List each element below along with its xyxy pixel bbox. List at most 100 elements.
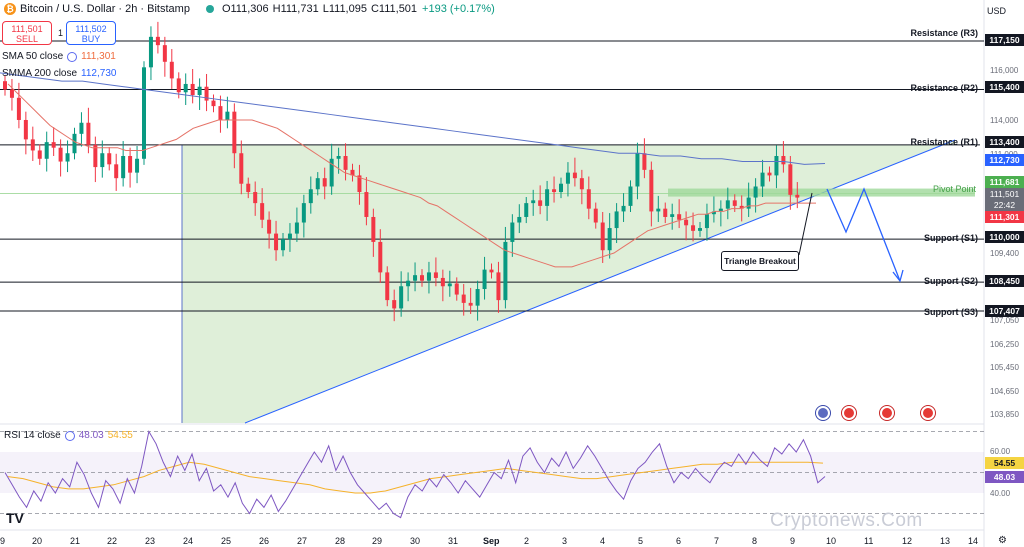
s3-label: Support (S3): [924, 307, 978, 317]
candle-body: [531, 200, 536, 204]
candle-body: [246, 183, 251, 193]
rsi-label: RSI 14 close: [4, 430, 61, 441]
candle-body: [121, 156, 126, 179]
x-tick: 30: [410, 536, 421, 546]
buy-button[interactable]: 111,502 BUY: [66, 21, 116, 45]
candle-body: [496, 272, 501, 301]
candle-body: [552, 189, 557, 193]
x-tick: 8: [752, 536, 758, 546]
rsi-tick: 40.00: [990, 489, 1011, 498]
candle-body: [114, 164, 119, 179]
sma-value: 111,301: [81, 51, 116, 62]
candle-body: [44, 142, 49, 159]
ohlc-high: H111,731: [272, 3, 319, 15]
candle-body: [93, 144, 98, 168]
sma-label: SMA 50 close: [2, 51, 64, 62]
candle-body: [698, 228, 702, 231]
x-tick: Sep: [483, 536, 500, 546]
indicator-settings-icon[interactable]: [67, 51, 78, 62]
candle-body: [385, 272, 390, 301]
bar-countdown: 22:42: [985, 199, 1024, 211]
price-change: +193 (+0.17%): [422, 3, 495, 15]
candle-body: [767, 172, 772, 176]
x-tick: 13: [940, 536, 951, 546]
us-flag-icon[interactable]: [880, 406, 894, 420]
r1-price-tag: 113,400: [985, 136, 1024, 148]
x-tick: 4: [600, 536, 606, 546]
rsi-tag: 48.03: [985, 471, 1024, 483]
rsi-settings-icon[interactable]: [64, 430, 75, 441]
callout-pointer: [798, 192, 813, 256]
candle-body: [30, 139, 35, 151]
price-tick: 109,400: [990, 249, 1019, 258]
spread-value: 1: [58, 28, 64, 38]
candle-body: [176, 78, 181, 93]
x-tick: 21: [70, 536, 81, 546]
rsi-legend[interactable]: RSI 14 close 48.03 54.55: [4, 430, 133, 441]
candle-body: [65, 153, 70, 162]
x-tick: 6: [676, 536, 682, 546]
candle-body: [454, 283, 459, 295]
candle-body: [315, 178, 320, 190]
candle-body: [614, 211, 619, 229]
candle-body: [406, 280, 411, 287]
candle-body: [426, 272, 431, 281]
rsi-ma-value: 54.55: [107, 430, 133, 441]
candle-body: [579, 178, 584, 190]
candle-body: [162, 45, 167, 62]
candle-body: [72, 133, 77, 154]
ohlc-open: O111,306: [221, 3, 269, 15]
sma-legend[interactable]: SMA 50 close 111,301: [2, 51, 116, 62]
candle-body: [739, 205, 744, 209]
rsi-value: 48.03: [78, 430, 104, 441]
symbol-title[interactable]: Bitcoin / U.S. Dollar · 2h · Bitstamp: [20, 3, 190, 15]
x-tick: 26: [259, 536, 270, 546]
triangle-breakout-callout[interactable]: Triangle Breakout: [721, 251, 799, 271]
candle-body: [586, 189, 591, 209]
smma-label: SMMA 200 close: [2, 68, 78, 79]
smma-legend[interactable]: SMMA 200 close 112,730: [2, 68, 116, 79]
x-tick: 22: [107, 536, 118, 546]
symbol-header: ₿ Bitcoin / U.S. Dollar · 2h · Bitstamp …: [0, 0, 980, 18]
candle-body: [440, 277, 445, 287]
candle-body: [294, 222, 299, 234]
candle-body: [79, 122, 84, 134]
candle-body: [572, 172, 577, 179]
candle-body: [475, 289, 480, 306]
candle-body: [218, 106, 223, 120]
price-tick: 104,650: [990, 387, 1019, 396]
s1-label: Support (S1): [924, 233, 978, 243]
candle-body: [301, 203, 306, 223]
candle-body: [281, 239, 285, 251]
candle-body: [253, 192, 258, 204]
candle-body: [461, 294, 466, 303]
candle-body: [357, 175, 362, 193]
tradingview-logo[interactable]: TV: [6, 510, 24, 526]
candle-body: [308, 189, 313, 204]
candle-body: [628, 186, 633, 206]
candle-body: [3, 81, 7, 90]
candle-body: [517, 216, 522, 223]
candle-body: [169, 61, 174, 79]
candle-body: [413, 275, 418, 281]
price-tick: 106,250: [990, 340, 1019, 349]
us-flag-icon[interactable]: [842, 406, 856, 420]
sell-button[interactable]: 111,501 SELL: [2, 21, 52, 45]
candle-body: [510, 222, 515, 242]
cryptonews-watermark: Cryptonews.Com: [770, 510, 923, 531]
candle-body: [86, 122, 91, 145]
rsi-line: [4, 430, 826, 519]
us-flag-icon[interactable]: [921, 406, 935, 420]
candle-body: [559, 183, 563, 193]
candle-body: [635, 153, 640, 187]
chart-settings-icon[interactable]: ⚙: [998, 535, 1007, 546]
candle-body: [524, 203, 529, 217]
event-flag-icon[interactable]: [816, 406, 830, 420]
candle-body: [51, 142, 56, 148]
x-tick: 5: [638, 536, 644, 546]
candle-body: [746, 197, 751, 209]
price-tick: 105,450: [990, 363, 1019, 372]
x-tick: 31: [448, 536, 459, 546]
currency-label[interactable]: USD: [987, 6, 1007, 16]
